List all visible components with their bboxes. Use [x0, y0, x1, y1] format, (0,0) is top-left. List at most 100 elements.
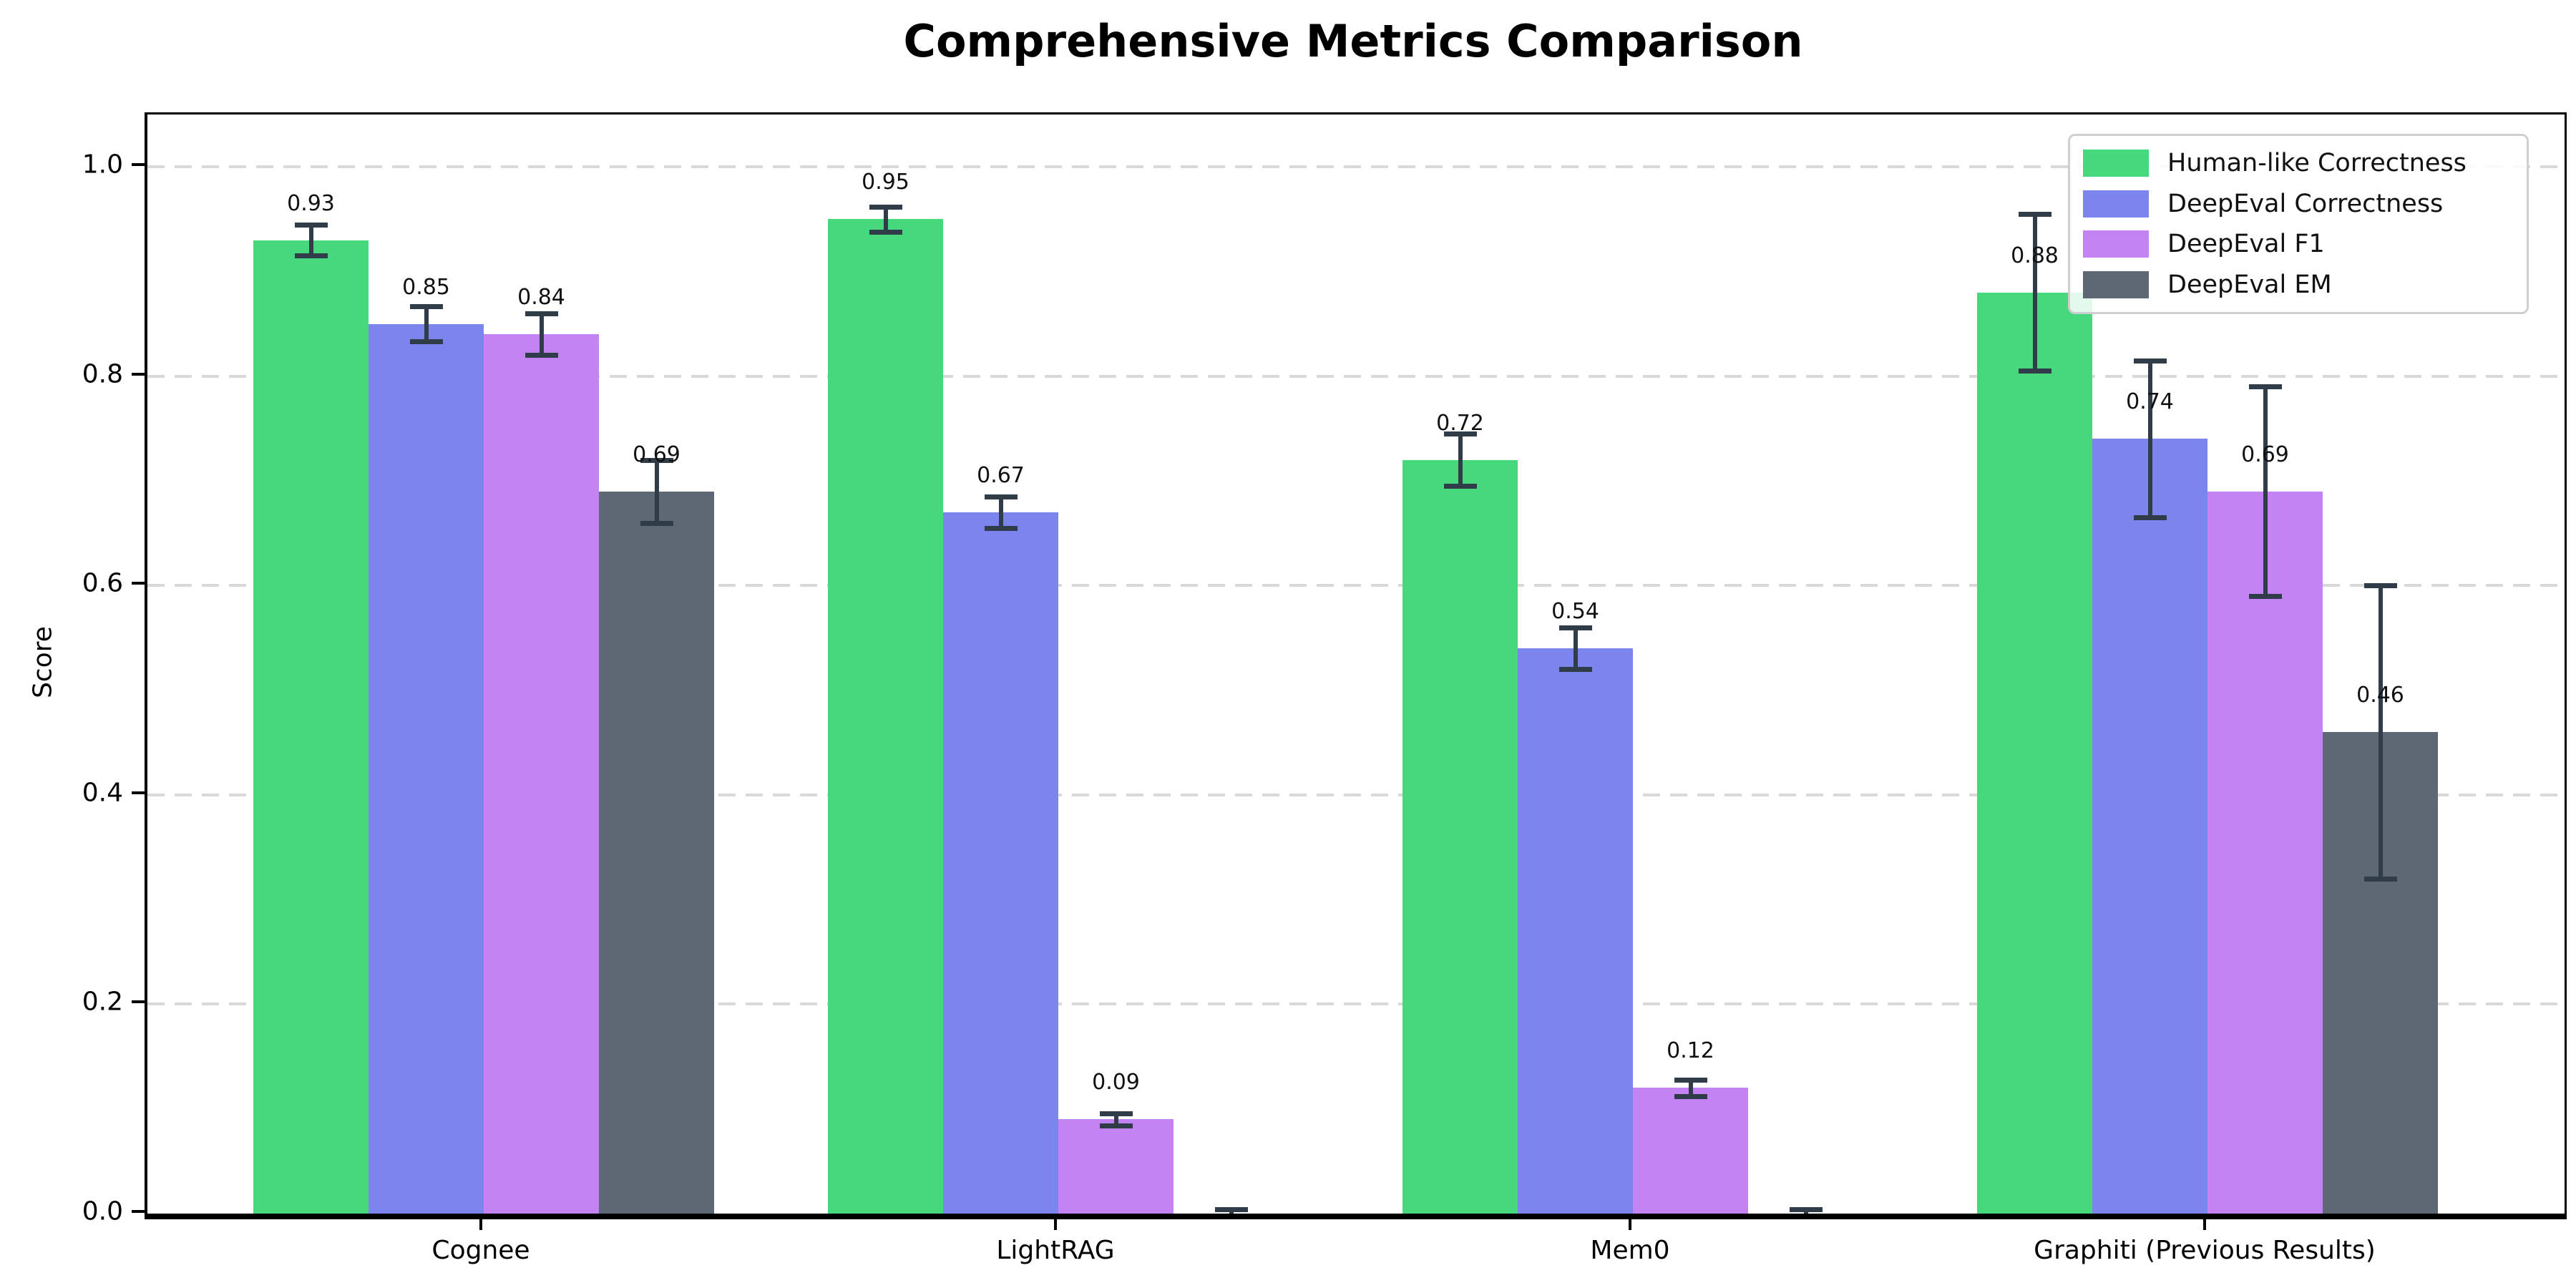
- legend-label: DeepEval F1: [2167, 230, 2325, 259]
- y-tick-mark: [132, 1000, 145, 1004]
- legend-swatch-deepeval-em: [2083, 270, 2149, 298]
- bar-value-label: 0.67: [977, 462, 1025, 488]
- bar-value-label: 0.69: [2241, 441, 2289, 467]
- error-bar-cap-top: [640, 457, 673, 463]
- y-tick-mark: [132, 791, 145, 794]
- error-bar-graphiti-previous-results-deepeval-f1: [2263, 386, 2268, 596]
- error-bar-cap-top: [1443, 431, 1477, 437]
- error-bar-cap-top: [1214, 1207, 1248, 1213]
- error-bar-cap-bottom: [869, 229, 902, 235]
- bar-value-label: 0.09: [1092, 1070, 1140, 1096]
- legend-item: DeepEval F1: [2083, 230, 2514, 258]
- error-bar-cap-top: [2363, 583, 2397, 589]
- error-bar-cap-bottom: [640, 520, 673, 526]
- error-bar-graphiti-previous-results-human-like-correctness: [2032, 213, 2037, 371]
- gridline-0.6: [147, 584, 2565, 587]
- error-bar-cap-bottom: [1099, 1123, 1133, 1129]
- error-bar-cognee-deepeval-em: [654, 459, 659, 523]
- legend-swatch-deepeval-correctness: [2083, 190, 2149, 218]
- x-tick-mark: [1054, 1217, 1057, 1230]
- chart-title: Comprehensive Metrics Comparison: [903, 15, 1803, 67]
- bar-deepeval-f1-mem0: [1633, 1088, 1748, 1214]
- y-tick-label: 0.0: [82, 1196, 123, 1226]
- x-tick-mark: [479, 1217, 482, 1230]
- error-bar-graphiti-previous-results-deepeval-correctness: [2147, 360, 2152, 518]
- x-tick-label-cognee: Cognee: [431, 1236, 530, 1265]
- error-bar-cap-top: [409, 303, 443, 309]
- error-bar-cap-top: [525, 311, 558, 316]
- legend-label: DeepEval EM: [2167, 270, 2332, 299]
- bar-deepeval-f1-lightrag: [1058, 1119, 1174, 1214]
- bar-deepeval-em-cognee: [599, 491, 714, 1214]
- bar-value-label: 0.72: [1436, 410, 1484, 436]
- bar-human-like-correctness-mem0: [1402, 459, 1518, 1214]
- x-tick-label-lightrag: LightRAG: [996, 1236, 1115, 1265]
- y-tick-label: 0.8: [82, 359, 123, 389]
- x-tick-label-graphiti-previous-results: Graphiti (Previous Results): [2034, 1236, 2376, 1265]
- legend-label: Human-like Correctness: [2167, 149, 2467, 178]
- error-bar-lightrag-deepeval-correctness: [998, 496, 1003, 528]
- bar-human-like-correctness-cognee: [253, 240, 369, 1214]
- gridline-0.8: [147, 374, 2565, 378]
- bar-value-label: 0.85: [402, 274, 450, 300]
- error-bar-mem0-deepeval-f1: [1688, 1079, 1693, 1097]
- bar-value-label: 0.54: [1551, 599, 1599, 625]
- bar-value-label: 0.88: [2011, 243, 2059, 268]
- bar-deepeval-correctness-cognee: [369, 323, 484, 1214]
- legend-item: DeepEval EM: [2083, 270, 2514, 299]
- bar-human-like-correctness-lightrag: [828, 219, 943, 1214]
- gridline-1.0: [147, 165, 2565, 169]
- x-tick-label-mem0: Mem0: [1590, 1236, 1670, 1265]
- error-bar-cap-top: [2133, 358, 2167, 364]
- error-bar-cap-top: [1558, 625, 1592, 630]
- error-bar-cap-bottom: [409, 339, 443, 345]
- error-bar-graphiti-previous-results-deepeval-em: [2378, 585, 2383, 879]
- error-bar-mem0-human-like-correctness: [1458, 434, 1463, 487]
- legend-label: DeepEval Correctness: [2167, 189, 2444, 218]
- error-bar-cap-top: [1674, 1077, 1707, 1083]
- x-tick-mark: [1629, 1217, 1631, 1230]
- bar-value-label: 0.46: [2356, 683, 2404, 708]
- gridline-0.4: [147, 793, 2565, 796]
- error-bar-cap-top: [984, 494, 1018, 499]
- bar-value-label: 0.69: [633, 441, 680, 467]
- error-bar-cap-top: [869, 204, 902, 210]
- gridline-0.2: [147, 1002, 2565, 1006]
- error-bar-lightrag-deepeval-f1: [1113, 1113, 1118, 1126]
- error-bar-cap-bottom: [1443, 484, 1477, 489]
- error-bar-cap-bottom: [984, 525, 1018, 531]
- error-bar-lightrag-human-like-correctness: [883, 206, 888, 232]
- error-bar-cap-top: [1789, 1207, 1823, 1213]
- error-bar-cap-bottom: [1674, 1094, 1707, 1100]
- bar-deepeval-correctness-graphiti-previous-results: [2092, 439, 2207, 1214]
- bar-value-label: 0.84: [517, 285, 565, 311]
- bar-value-label: 0.74: [2126, 389, 2174, 415]
- error-bar-cap-top: [2018, 211, 2051, 217]
- bar-deepeval-f1-graphiti-previous-results: [2207, 491, 2323, 1214]
- y-tick-label: 0.4: [82, 778, 123, 808]
- y-tick-mark: [132, 163, 145, 167]
- bar-human-like-correctness-graphiti-previous-results: [1977, 292, 2092, 1214]
- bar-value-label: 0.12: [1667, 1038, 1714, 1064]
- error-bar-mem0-deepeval-correctness: [1573, 627, 1578, 670]
- y-tick-label: 0.6: [82, 568, 123, 598]
- bar-deepeval-correctness-lightrag: [943, 512, 1058, 1214]
- y-tick-mark: [132, 582, 145, 585]
- bar-value-label: 0.93: [287, 190, 335, 216]
- bar-value-label: 0.95: [862, 170, 909, 195]
- error-bar-cognee-human-like-correctness: [308, 224, 313, 256]
- error-bar-cap-bottom: [1558, 667, 1592, 673]
- error-bar-cap-bottom: [2248, 593, 2282, 599]
- error-bar-cap-top: [2248, 384, 2282, 390]
- error-bar-cap-top: [294, 222, 328, 228]
- legend-swatch-deepeval-f1: [2083, 230, 2149, 258]
- error-bar-cap-bottom: [2018, 369, 2051, 374]
- bar-deepeval-f1-cognee: [484, 334, 599, 1214]
- error-bar-cap-bottom: [525, 353, 558, 358]
- error-bar-cognee-deepeval-f1: [539, 313, 544, 356]
- error-bar-cognee-deepeval-correctness: [424, 306, 429, 342]
- x-tick-mark: [2203, 1217, 2206, 1230]
- error-bar-cap-bottom: [294, 253, 328, 259]
- legend: Human-like Correctness DeepEval Correctn…: [2068, 134, 2529, 314]
- y-tick-label: 0.2: [82, 987, 123, 1017]
